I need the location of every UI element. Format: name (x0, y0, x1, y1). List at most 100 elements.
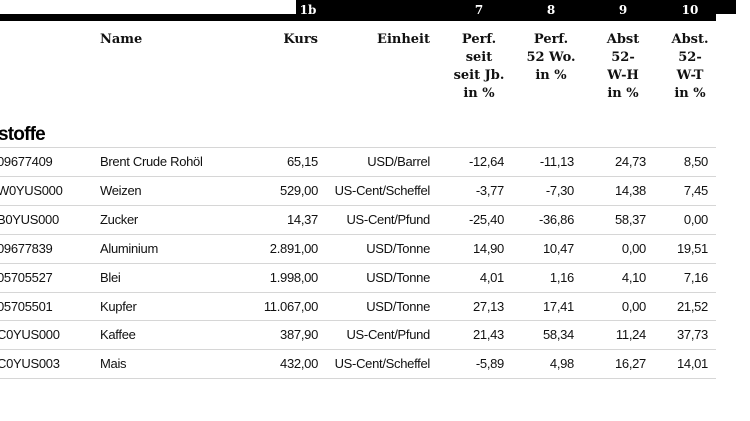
table-cell: 2.891,00 (269, 240, 319, 256)
row-divider (0, 204, 716, 206)
table-cell: 09677839 (0, 240, 53, 256)
table-cell: -7,30 (545, 182, 574, 198)
table-cell: Kaffee (100, 327, 136, 343)
table-cell: 14,38 (614, 182, 646, 198)
table-cell: 17,41 (542, 298, 574, 314)
table-cell: 432,00 (280, 356, 318, 372)
table-cell: USD/Barrel (367, 154, 430, 169)
table-cell: Mais (100, 356, 127, 372)
table-cell: US-Cent/Scheffel (334, 356, 431, 372)
section-title: stoffe (0, 124, 46, 145)
column-header: Perf. seit seit Jb. in % (439, 31, 519, 103)
header-line-text: W-H (607, 68, 639, 83)
table-cell: -12,64 (468, 154, 504, 169)
row-divider (0, 291, 716, 293)
table-cell: C0YUS000 (0, 327, 60, 343)
table-cell: 21,52 (676, 298, 708, 314)
column-header: Perf. 52 Wo. in % (511, 31, 591, 85)
header-line-text: W-T (676, 68, 704, 83)
table-cell: Weizen (100, 182, 142, 198)
header-line-text: Kurs (283, 32, 318, 47)
table-cell: USD/Tonne (366, 298, 430, 314)
column-number: 1b (299, 3, 317, 17)
table-cell: -3,77 (475, 182, 504, 198)
row-divider (0, 349, 716, 351)
header-bar (296, 0, 716, 21)
table-cell: C0YUS003 (0, 356, 60, 372)
table-cell: 65,15 (286, 154, 318, 169)
column-header: Name (100, 31, 142, 49)
header-line-text: in % (535, 68, 567, 83)
column-number: 9 (618, 3, 628, 17)
table-cell: 4,10 (621, 269, 646, 285)
table-cell: 0,00 (621, 240, 646, 256)
table-cell: B0YUS000 (0, 211, 59, 227)
header-line-text: 52 Wo. (526, 50, 576, 65)
row-divider (0, 262, 716, 264)
table-cell: 05705527 (0, 269, 53, 285)
header-line-text: in % (463, 86, 495, 101)
table-cell: -36,86 (538, 211, 574, 227)
table-cell: 1.998,00 (269, 269, 319, 285)
row-divider (0, 175, 716, 177)
header-line-text: Abst (606, 32, 640, 47)
header-line-text: seit Jb. (453, 68, 505, 83)
header-line-text: Perf. (461, 32, 497, 47)
table-cell: Zucker (100, 211, 138, 227)
table-cell: 4,98 (549, 356, 574, 372)
row-divider (0, 378, 716, 380)
column-header: Einheit (310, 31, 430, 49)
table-cell: 1,16 (549, 269, 574, 285)
table-cell: 27,13 (472, 298, 504, 314)
table-cell: US-Cent/Pfund (346, 211, 430, 227)
header-line-text: in % (607, 86, 639, 101)
table-cell: 37,73 (676, 327, 708, 343)
table-cell: 58,34 (542, 327, 574, 343)
header-line-text: in % (674, 86, 706, 101)
table-cell: USD/Tonne (366, 269, 430, 285)
table-cell: 7,45 (683, 182, 708, 198)
table-cell: 14,01 (676, 356, 708, 372)
table-cell: 16,27 (614, 356, 646, 372)
table-cell: -5,89 (475, 356, 504, 372)
table-cell: Blei (100, 269, 121, 285)
table-cell: -11,13 (539, 154, 574, 169)
column-number: 10 (681, 3, 699, 17)
column-header: Abst. 52- W-T in % (650, 31, 730, 103)
table-cell: 14,90 (472, 240, 504, 256)
header-line-text: Einheit (377, 32, 430, 47)
table-cell: 10,47 (542, 240, 574, 256)
table-cell: 11.067,00 (263, 298, 318, 314)
table-cell: 0,00 (621, 298, 646, 314)
row-divider (0, 233, 716, 235)
table-cell: 14,37 (286, 211, 318, 227)
table-cell: 11,24 (615, 327, 646, 343)
table-cell: 21,43 (472, 327, 504, 343)
table-cell: 387,90 (280, 327, 318, 343)
header-line-text: Abst. (671, 32, 709, 47)
table-cell: 7,16 (683, 269, 708, 285)
header-notch (716, 0, 736, 14)
table-cell: USD/Tonne (366, 240, 430, 256)
column-header: Abst 52- W-H in % (583, 31, 663, 103)
column-number: 7 (474, 3, 484, 17)
table-cell: 19,51 (676, 240, 708, 256)
header-line-text: Name (100, 32, 143, 47)
table-cell: 529,00 (280, 182, 318, 198)
header-line-text: 52- (678, 50, 702, 65)
table-cell: Brent Crude Rohöl (100, 154, 203, 169)
table-cell: 4,01 (479, 269, 504, 285)
table-cell: 24,73 (614, 154, 646, 169)
column-number: 8 (546, 3, 556, 17)
table-cell: 58,37 (614, 211, 646, 227)
table-cell: Aluminium (100, 240, 158, 256)
table-cell: US-Cent/Scheffel (334, 182, 431, 198)
table-cell: 05705501 (0, 298, 53, 314)
row-divider (0, 320, 716, 322)
table-cell: -25,40 (468, 211, 504, 227)
table-cell: US-Cent/Pfund (346, 327, 430, 343)
table-cell: 8,50 (683, 154, 708, 169)
header-line (0, 14, 296, 21)
header-line-text: Perf. (533, 32, 569, 47)
